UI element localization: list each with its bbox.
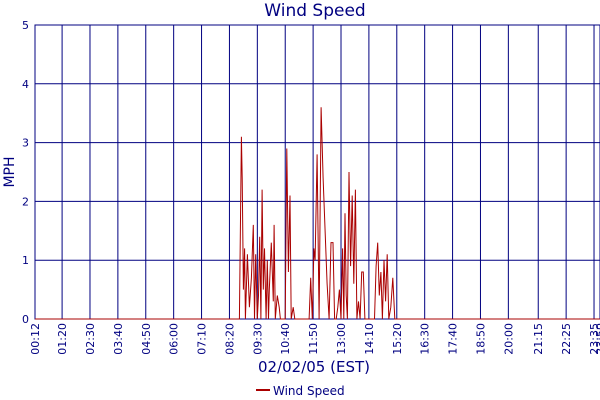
y-tick-label: 1 — [22, 254, 29, 267]
x-tick-label: 16:30 — [419, 323, 432, 355]
x-tick-label: 07:10 — [196, 323, 209, 355]
x-tick-label: 17:40 — [447, 323, 460, 355]
x-tick-label: 21:15 — [532, 323, 545, 355]
x-tick-label: 09:30 — [251, 323, 264, 355]
x-tick-label: 04:50 — [140, 323, 153, 355]
x-tick-label: 23:50 — [594, 323, 600, 355]
x-tick-label: 00:12 — [29, 323, 42, 355]
x-tick-label: 01:20 — [56, 323, 69, 355]
y-tick-label: 2 — [22, 195, 29, 208]
plot-area — [34, 24, 600, 320]
x-axis-ticks: 00:12 01:20 02:30 03:40 04:50 06:00 07:10 08:20… — [29, 323, 600, 355]
x-tick-label: 14:10 — [363, 323, 376, 355]
series-wind-speed — [35, 107, 600, 320]
x-tick-label: 06:00 — [168, 323, 181, 355]
x-tick-label: 10:40 — [279, 323, 292, 355]
y-axis-ticks: 0 1 2 3 4 5 — [22, 19, 29, 326]
series-line-wind-speed — [35, 107, 600, 320]
chart-title: Wind Speed — [264, 1, 365, 21]
x-tick-label: 02:30 — [84, 323, 97, 355]
y-tick-label: 5 — [22, 19, 29, 32]
x-axis-label: 02/02/05 (EST) — [258, 358, 370, 376]
x-tick-label: 22:25 — [560, 323, 573, 355]
x-tick-label: 15:20 — [391, 323, 404, 355]
x-tick-label: 20:00 — [502, 323, 515, 355]
y-tick-label: 3 — [22, 137, 29, 150]
legend-label-wind-speed: Wind Speed — [273, 384, 345, 398]
x-tick-label: 11:50 — [307, 323, 320, 355]
y-tick-label: 4 — [22, 78, 29, 91]
y-axis-label: MPH — [2, 156, 18, 187]
x-tick-label: 08:20 — [223, 323, 236, 355]
legend: Wind Speed — [256, 384, 345, 398]
x-tick-label: 23:35 — [588, 323, 600, 355]
x-tick-label: 03:40 — [112, 323, 125, 355]
y-tick-label: 0 — [22, 313, 29, 326]
x-tick-label: 18:50 — [474, 323, 487, 355]
x-tick-label: 13:00 — [335, 323, 348, 355]
